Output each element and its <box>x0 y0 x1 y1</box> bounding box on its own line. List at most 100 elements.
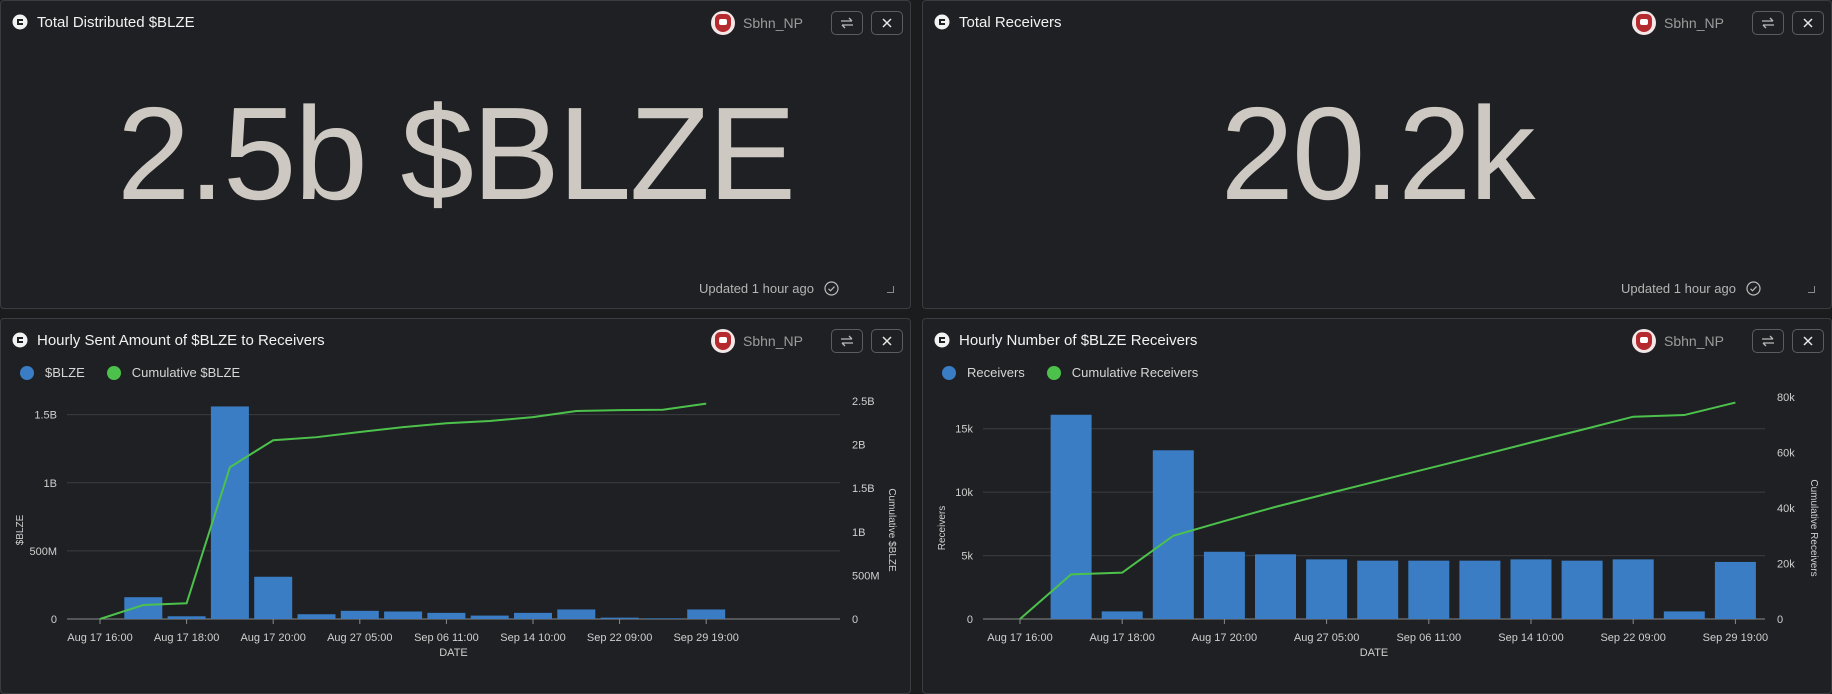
bar <box>470 615 509 619</box>
y-tick-label: 1B <box>44 478 57 490</box>
bar <box>297 614 336 619</box>
username: Sbhn_NP <box>743 333 803 349</box>
x-tick-label: Aug 17 16:00 <box>67 632 132 644</box>
x-tick-label: Sep 29 19:00 <box>1703 632 1768 644</box>
x-tick-label: Sep 14 10:00 <box>500 632 565 644</box>
y2-tick-label: 1.5B <box>852 483 875 495</box>
swap-button[interactable] <box>831 11 863 35</box>
swap-button[interactable] <box>1752 11 1784 35</box>
y2-tick-label: 2B <box>852 440 865 452</box>
hourly-receivers-panel: Hourly Number of $BLZE Receivers Sbhn_NP… <box>922 318 1832 694</box>
bar <box>167 616 206 619</box>
x-tick-label: Sep 29 19:00 <box>673 632 738 644</box>
y-tick-label: 500M <box>29 546 57 558</box>
user-chip[interactable]: Sbhn_NP <box>1632 329 1724 353</box>
legend-label: Cumulative Receivers <box>1071 365 1199 380</box>
panel-header: Total Distributed $BLZE Sbhn_NP <box>1 1 910 43</box>
y-tick-label: 10k <box>955 487 973 499</box>
x-tick-label: Aug 17 18:00 <box>154 632 219 644</box>
username: Sbhn_NP <box>1664 333 1724 349</box>
y2-axis-label: Cumulative Receivers <box>1808 479 1819 576</box>
x-tick-label: Aug 17 20:00 <box>240 632 305 644</box>
x-tick-label: Aug 27 05:00 <box>327 632 392 644</box>
y2-tick-label: 500M <box>852 570 880 582</box>
y-tick-label: 5k <box>961 551 973 563</box>
avatar <box>711 11 735 35</box>
bar <box>600 617 639 619</box>
y2-tick-label: 1B <box>852 527 865 539</box>
bar <box>1050 414 1092 619</box>
legend-item-cumulative[interactable]: Cumulative $BLZE <box>106 365 240 380</box>
username: Sbhn_NP <box>1664 15 1724 31</box>
app-logo-icon <box>934 332 950 348</box>
bar <box>124 597 163 619</box>
y2-axis-label: Cumulative $BLZE <box>886 488 897 572</box>
legend-item-blze[interactable]: $BLZE <box>20 365 85 380</box>
user-chip[interactable]: Sbhn_NP <box>1632 11 1724 35</box>
swap-button[interactable] <box>831 329 863 353</box>
panel-header: Hourly Sent Amount of $BLZE to Receivers… <box>1 319 910 361</box>
big-number: 20.2k <box>1220 80 1536 227</box>
close-icon <box>882 336 892 346</box>
avatar <box>711 329 735 353</box>
y-axis-label: $BLZE <box>15 514 26 545</box>
x-tick-label: Sep 14 10:00 <box>1498 632 1563 644</box>
bar <box>687 609 726 619</box>
x-axis-label: DATE <box>439 647 468 659</box>
user-chip[interactable]: Sbhn_NP <box>711 329 803 353</box>
updated-status: Updated 1 hour ago <box>1621 281 1761 296</box>
legend-dot-icon <box>106 365 121 380</box>
bar <box>1101 611 1143 619</box>
bar <box>557 609 596 619</box>
total-distributed-panel: Total Distributed $BLZE Sbhn_NP 2.5b $BL… <box>0 0 911 309</box>
cumulative-line <box>1019 401 1736 620</box>
y2-tick-label: 2.5B <box>852 396 875 408</box>
close-button[interactable] <box>1792 11 1824 35</box>
updated-text: Updated 1 hour ago <box>699 281 814 296</box>
legend-label: $BLZE <box>45 365 85 380</box>
chart-legend: $BLZE Cumulative $BLZE <box>20 365 240 380</box>
close-button[interactable] <box>871 11 903 35</box>
legend-dot-icon <box>942 365 956 380</box>
panel-title: Total Receivers <box>959 14 1062 31</box>
bar <box>1357 560 1399 619</box>
legend-label: Receivers <box>967 365 1025 380</box>
resize-handle-icon[interactable] <box>887 286 894 293</box>
swap-icon <box>841 335 853 347</box>
bar <box>1152 450 1194 619</box>
bar <box>1663 611 1705 619</box>
panel-title: Total Distributed $BLZE <box>37 14 195 31</box>
bar <box>1203 551 1245 619</box>
bar <box>254 576 293 619</box>
avatar <box>1632 329 1656 353</box>
chart-legend: Receivers Cumulative Receivers <box>942 365 1198 380</box>
hourly-sent-panel: Hourly Sent Amount of $BLZE to Receivers… <box>0 318 911 694</box>
bar <box>643 618 682 619</box>
bar <box>1510 559 1552 619</box>
y2-tick-label: 0 <box>852 614 858 626</box>
legend-item-receivers[interactable]: Receivers <box>942 365 1025 380</box>
resize-handle-icon[interactable] <box>1808 286 1815 293</box>
legend-item-cumulative[interactable]: Cumulative Receivers <box>1046 365 1199 380</box>
total-receivers-panel: Total Receivers Sbhn_NP 20.2k Updated 1 … <box>922 0 1832 309</box>
panel-header: Hourly Number of $BLZE Receivers Sbhn_NP <box>923 319 1831 361</box>
close-button[interactable] <box>871 329 903 353</box>
bar <box>384 611 423 619</box>
bar <box>1714 561 1756 619</box>
y2-tick-label: 0 <box>1777 614 1783 626</box>
close-button[interactable] <box>1792 329 1824 353</box>
bar <box>1306 559 1348 619</box>
panel-title: Hourly Number of $BLZE Receivers <box>959 332 1198 349</box>
y2-tick-label: 80k <box>1777 392 1795 404</box>
x-tick-label: Aug 17 20:00 <box>1192 632 1257 644</box>
swap-button[interactable] <box>1752 329 1784 353</box>
y2-tick-label: 20k <box>1777 559 1795 571</box>
legend-dot-icon <box>1046 365 1061 380</box>
swap-icon <box>841 17 853 29</box>
bar <box>340 610 379 619</box>
bar <box>427 612 466 619</box>
app-logo-icon <box>934 14 950 30</box>
x-tick-label: Aug 17 16:00 <box>987 632 1052 644</box>
user-chip[interactable]: Sbhn_NP <box>711 11 803 35</box>
bar <box>514 612 552 619</box>
